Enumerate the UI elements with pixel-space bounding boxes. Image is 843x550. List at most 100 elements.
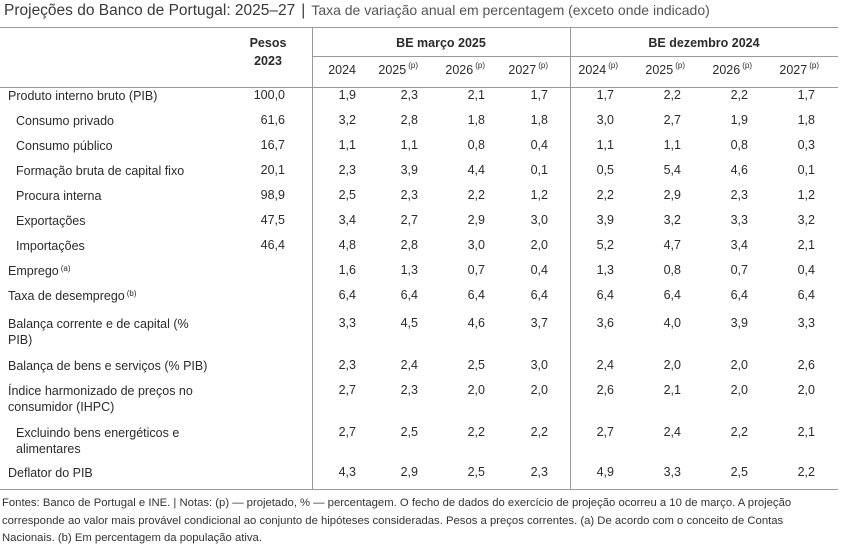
row-label: Procura interna bbox=[16, 189, 102, 203]
year-header-december-2026: 2026 (p) bbox=[712, 61, 752, 77]
row-label: Exportações bbox=[16, 214, 86, 228]
value-december: 5,4 bbox=[663, 163, 681, 177]
value-march: 2,0 bbox=[530, 238, 548, 252]
row-label: Importações bbox=[16, 239, 85, 253]
value-december: 3,2 bbox=[797, 213, 815, 227]
weight-value: 46,4 bbox=[260, 238, 285, 252]
value-december: 4,6 bbox=[730, 163, 748, 177]
weight-value: 100,0 bbox=[253, 88, 285, 102]
value-december: 3,9 bbox=[596, 213, 614, 227]
projection-note-marker: (p) bbox=[475, 61, 485, 70]
value-december: 2,9 bbox=[663, 188, 681, 202]
value-december: 2,1 bbox=[663, 383, 681, 397]
december-group-underline bbox=[570, 56, 838, 57]
column-separator-march bbox=[312, 28, 313, 489]
weight-value: 61,6 bbox=[260, 113, 285, 127]
value-march: 2,9 bbox=[467, 213, 485, 227]
projection-note-marker: (p) bbox=[742, 61, 752, 70]
value-march: 3,0 bbox=[467, 238, 485, 252]
weights-header-line2: 2023 bbox=[254, 54, 282, 68]
march-group-underline bbox=[312, 56, 570, 57]
value-december: 2,2 bbox=[596, 188, 614, 202]
projection-note-marker: (p) bbox=[408, 61, 418, 70]
value-march: 1,3 bbox=[400, 263, 418, 277]
row-label-line1: Balança corrente e de capital (% bbox=[8, 317, 189, 331]
value-december: 2,0 bbox=[663, 358, 681, 372]
value-march: 2,7 bbox=[338, 425, 356, 439]
row-label-line2: consumidor (IHPC) bbox=[8, 400, 115, 414]
value-march: 2,0 bbox=[530, 383, 548, 397]
value-march: 2,0 bbox=[467, 383, 485, 397]
value-december: 2,6 bbox=[797, 358, 815, 372]
value-december: 2,3 bbox=[730, 188, 748, 202]
table-footnote: Fontes: Banco de Portugal e INE. | Notas… bbox=[2, 497, 792, 544]
year-header-december-2024: 2024 (p) bbox=[578, 61, 618, 77]
value-december: 1,9 bbox=[730, 113, 748, 127]
value-march: 2,2 bbox=[467, 425, 485, 439]
value-march: 2,5 bbox=[400, 425, 418, 439]
value-december: 1,7 bbox=[596, 88, 614, 102]
value-march: 2,4 bbox=[400, 358, 418, 372]
value-december: 0,3 bbox=[797, 138, 815, 152]
row-label: Consumo público bbox=[16, 139, 113, 153]
value-march: 2,7 bbox=[338, 383, 356, 397]
value-march: 4,4 bbox=[467, 163, 485, 177]
projection-note-marker: (p) bbox=[608, 61, 618, 70]
title-subtitle: Taxa de variação anual em percentagem (e… bbox=[311, 2, 710, 18]
year-header-march-2025: 2025 (p) bbox=[378, 61, 418, 77]
row-label-line1: Excluindo bens energéticos e bbox=[16, 426, 180, 440]
year-header-march-2027: 2027 (p) bbox=[508, 61, 548, 77]
value-march: 4,8 bbox=[338, 238, 356, 252]
value-march: 2,3 bbox=[400, 188, 418, 202]
projection-note-marker: (p) bbox=[538, 61, 548, 70]
value-march: 6,4 bbox=[530, 288, 548, 302]
value-march: 2,3 bbox=[400, 383, 418, 397]
value-december: 0,5 bbox=[596, 163, 614, 177]
value-december: 3,3 bbox=[730, 213, 748, 227]
header-bottom-rule bbox=[0, 87, 838, 88]
value-march: 3,0 bbox=[530, 358, 548, 372]
value-march: 2,3 bbox=[338, 163, 356, 177]
value-march: 0,4 bbox=[530, 263, 548, 277]
value-december: 0,8 bbox=[730, 138, 748, 152]
value-december: 2,0 bbox=[730, 358, 748, 372]
value-march: 2,5 bbox=[467, 358, 485, 372]
weight-value: 98,9 bbox=[260, 188, 285, 202]
value-december: 2,0 bbox=[730, 383, 748, 397]
value-december: 2,2 bbox=[797, 465, 815, 479]
value-december: 1,3 bbox=[596, 263, 614, 277]
value-march: 3,3 bbox=[338, 316, 356, 330]
row-label: Taxa de desemprego (b) bbox=[8, 289, 137, 303]
value-december: 2,1 bbox=[797, 238, 815, 252]
year-header-december-2027: 2027 (p) bbox=[779, 61, 819, 77]
value-december: 1,8 bbox=[797, 113, 815, 127]
value-december: 3,2 bbox=[663, 213, 681, 227]
title-main: Projeções do Banco de Portugal: 2025–27 bbox=[4, 2, 296, 19]
value-december: 2,5 bbox=[730, 465, 748, 479]
value-december: 1,1 bbox=[596, 138, 614, 152]
row-label: Emprego (a) bbox=[8, 264, 71, 278]
value-march: 0,4 bbox=[530, 138, 548, 152]
value-march: 2,2 bbox=[530, 425, 548, 439]
value-march: 1,1 bbox=[338, 138, 356, 152]
value-march: 1,6 bbox=[338, 263, 356, 277]
value-december: 2,4 bbox=[596, 358, 614, 372]
value-march: 2,5 bbox=[338, 188, 356, 202]
group-header-december-2024: BE dezembro 2024 bbox=[648, 36, 760, 50]
row-label: Consumo privado bbox=[16, 114, 114, 128]
value-march: 3,7 bbox=[530, 316, 548, 330]
column-separator-december bbox=[570, 28, 571, 489]
value-december: 2,2 bbox=[730, 425, 748, 439]
year-header-march-2026: 2026 (p) bbox=[445, 61, 485, 77]
table-title: Projeções do Banco de Portugal: 2025–27 |… bbox=[4, 2, 839, 24]
group-header-march-2025: BE março 2025 bbox=[396, 36, 486, 50]
year-header-december-2025: 2025 (p) bbox=[645, 61, 685, 77]
value-december: 2,7 bbox=[596, 425, 614, 439]
row-label-line2: alimentares bbox=[16, 442, 81, 456]
weights-header-line1: Pesos bbox=[249, 36, 287, 50]
value-march: 2,3 bbox=[400, 88, 418, 102]
value-december: 0,1 bbox=[797, 163, 815, 177]
value-december: 1,1 bbox=[663, 138, 681, 152]
value-december: 3,6 bbox=[596, 316, 614, 330]
weight-value: 16,7 bbox=[260, 138, 285, 152]
